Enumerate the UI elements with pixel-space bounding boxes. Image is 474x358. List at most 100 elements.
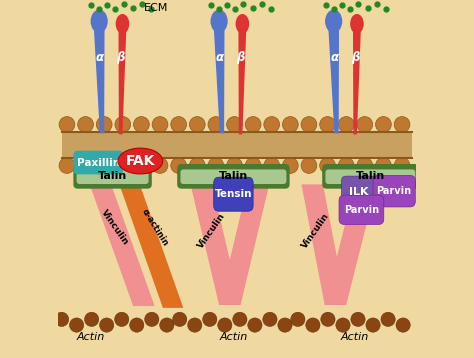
Ellipse shape — [96, 158, 112, 173]
Ellipse shape — [59, 117, 75, 132]
Ellipse shape — [227, 158, 242, 173]
Ellipse shape — [245, 158, 261, 173]
Ellipse shape — [118, 148, 163, 174]
Ellipse shape — [115, 312, 129, 326]
Text: Parvin: Parvin — [377, 186, 412, 196]
Ellipse shape — [319, 117, 336, 132]
Ellipse shape — [190, 117, 205, 132]
Ellipse shape — [283, 117, 298, 132]
Polygon shape — [191, 184, 241, 305]
Ellipse shape — [84, 312, 99, 326]
Ellipse shape — [78, 117, 93, 132]
Text: Actin: Actin — [341, 332, 369, 342]
Ellipse shape — [236, 14, 249, 34]
Ellipse shape — [227, 117, 242, 132]
Ellipse shape — [375, 117, 392, 132]
Ellipse shape — [325, 10, 342, 33]
Text: Talin: Talin — [219, 171, 248, 181]
Text: Talin: Talin — [356, 171, 385, 181]
Text: Tensin: Tensin — [215, 189, 252, 199]
Ellipse shape — [210, 10, 228, 33]
Ellipse shape — [263, 312, 277, 326]
Ellipse shape — [245, 117, 261, 132]
Bar — [62, 132, 412, 158]
Text: α: α — [216, 51, 224, 64]
Ellipse shape — [233, 312, 247, 326]
Polygon shape — [328, 27, 339, 134]
Ellipse shape — [129, 318, 144, 332]
Ellipse shape — [375, 158, 392, 173]
Ellipse shape — [171, 158, 187, 173]
Text: β: β — [117, 51, 125, 64]
Text: α: α — [96, 51, 104, 64]
Ellipse shape — [283, 158, 298, 173]
Ellipse shape — [208, 117, 224, 132]
Text: β: β — [237, 51, 245, 64]
Ellipse shape — [160, 318, 174, 332]
Ellipse shape — [208, 158, 224, 173]
Ellipse shape — [278, 318, 292, 332]
Polygon shape — [94, 27, 105, 134]
Ellipse shape — [115, 117, 131, 132]
Ellipse shape — [381, 312, 395, 326]
Text: α: α — [330, 51, 338, 64]
Ellipse shape — [218, 318, 232, 332]
Ellipse shape — [116, 14, 129, 34]
Ellipse shape — [291, 312, 305, 326]
Text: FAK: FAK — [126, 154, 155, 168]
FancyBboxPatch shape — [342, 176, 377, 207]
Ellipse shape — [394, 117, 410, 132]
FancyBboxPatch shape — [326, 169, 415, 184]
Polygon shape — [238, 29, 246, 135]
Ellipse shape — [78, 158, 93, 173]
FancyBboxPatch shape — [73, 151, 123, 174]
Text: ILK: ILK — [349, 187, 369, 197]
Ellipse shape — [350, 14, 364, 34]
Polygon shape — [219, 184, 269, 305]
Ellipse shape — [357, 117, 373, 132]
Ellipse shape — [357, 158, 373, 173]
Ellipse shape — [264, 117, 280, 132]
Ellipse shape — [248, 318, 262, 332]
Ellipse shape — [55, 312, 69, 326]
Text: β: β — [351, 51, 359, 64]
Ellipse shape — [134, 117, 149, 132]
Ellipse shape — [338, 158, 354, 173]
Ellipse shape — [301, 158, 317, 173]
Ellipse shape — [152, 117, 168, 132]
Text: Vinculin: Vinculin — [301, 212, 331, 250]
Polygon shape — [325, 184, 377, 305]
Ellipse shape — [100, 318, 114, 332]
FancyBboxPatch shape — [177, 164, 290, 189]
Ellipse shape — [264, 158, 280, 173]
Ellipse shape — [190, 158, 205, 173]
Ellipse shape — [91, 10, 108, 33]
Polygon shape — [120, 186, 183, 308]
FancyBboxPatch shape — [181, 169, 286, 184]
Polygon shape — [118, 29, 127, 135]
Ellipse shape — [351, 312, 365, 326]
Ellipse shape — [394, 158, 410, 173]
Ellipse shape — [336, 318, 350, 332]
Ellipse shape — [115, 158, 131, 173]
Ellipse shape — [396, 318, 410, 332]
FancyBboxPatch shape — [322, 164, 419, 189]
Text: Actin: Actin — [76, 332, 104, 342]
Ellipse shape — [173, 312, 187, 326]
Polygon shape — [353, 29, 361, 135]
Ellipse shape — [70, 318, 84, 332]
Text: Paxillin: Paxillin — [77, 158, 120, 168]
Text: Vinculin: Vinculin — [196, 212, 228, 250]
Polygon shape — [214, 27, 225, 134]
FancyBboxPatch shape — [214, 177, 253, 211]
Ellipse shape — [338, 117, 354, 132]
Ellipse shape — [96, 117, 112, 132]
Polygon shape — [301, 184, 346, 305]
Ellipse shape — [319, 158, 336, 173]
Ellipse shape — [306, 318, 320, 332]
Text: α-actinin: α-actinin — [140, 207, 170, 248]
Ellipse shape — [134, 158, 149, 173]
Text: Parvin: Parvin — [344, 205, 379, 215]
Ellipse shape — [152, 158, 168, 173]
Ellipse shape — [145, 312, 159, 326]
